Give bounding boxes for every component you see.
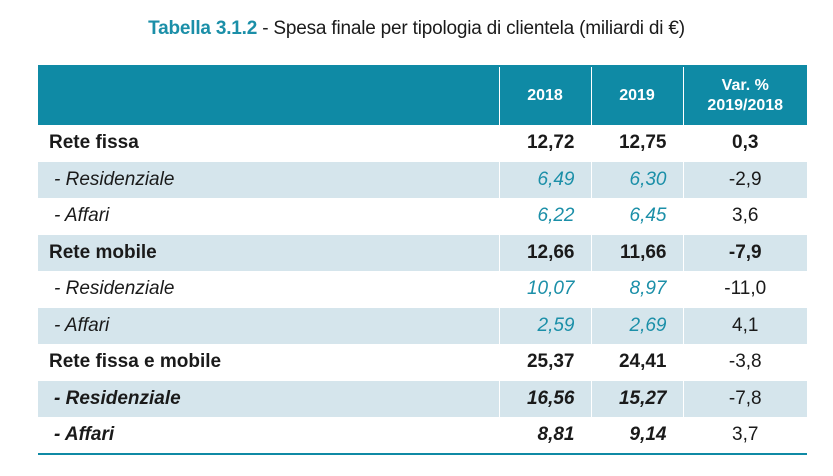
value-2018: 25,37 bbox=[499, 344, 592, 381]
row-label: - Affari bbox=[38, 198, 500, 235]
value-2018: 12,66 bbox=[499, 234, 592, 272]
table-caption: Tabella 3.1.2 - Spesa finale per tipolog… bbox=[0, 18, 833, 40]
table-row: Rete mobile 12,66 11,66 -7,9 bbox=[38, 234, 807, 272]
row-label: Rete fissa e mobile bbox=[38, 344, 500, 381]
header-var-line1: Var. % bbox=[721, 77, 769, 94]
value-var: -7,9 bbox=[683, 234, 807, 272]
value-var: 4,1 bbox=[683, 307, 807, 345]
table-row: - Affari 6,22 6,45 3,6 bbox=[38, 198, 807, 235]
value-2018: 16,56 bbox=[499, 380, 592, 418]
value-2019: 12,75 bbox=[591, 125, 684, 162]
row-label: - Affari bbox=[38, 417, 500, 455]
value-2019: 2,69 bbox=[591, 307, 684, 345]
header-row: 2018 2019 Var. % 2019/2018 bbox=[38, 65, 807, 125]
value-2019: 9,14 bbox=[591, 417, 684, 455]
value-var: -7,8 bbox=[683, 380, 807, 418]
table-number: Tabella 3.1.2 bbox=[148, 18, 258, 39]
value-var: 3,6 bbox=[683, 198, 807, 235]
header-2019: 2019 bbox=[591, 65, 684, 125]
row-label: - Residenziale bbox=[38, 380, 500, 418]
value-2018: 8,81 bbox=[499, 417, 592, 455]
value-2018: 12,72 bbox=[499, 125, 592, 162]
row-label: - Residenziale bbox=[38, 271, 500, 308]
row-label: - Residenziale bbox=[38, 161, 500, 199]
table-row: - Affari 2,59 2,69 4,1 bbox=[38, 307, 807, 345]
caption-separator: - bbox=[257, 18, 274, 39]
value-2019: 8,97 bbox=[591, 271, 684, 308]
table-row: Rete fissa 12,72 12,75 0,3 bbox=[38, 125, 807, 162]
table-row: - Residenziale 16,56 15,27 -7,8 bbox=[38, 380, 807, 418]
value-2018: 2,59 bbox=[499, 307, 592, 345]
header-var: Var. % 2019/2018 bbox=[683, 65, 807, 125]
value-2019: 15,27 bbox=[591, 380, 684, 418]
row-label: Rete mobile bbox=[38, 234, 500, 272]
value-2019: 6,30 bbox=[591, 161, 684, 199]
table-row: - Affari 8,81 9,14 3,7 bbox=[38, 417, 807, 455]
table-row: - Residenziale 10,07 8,97 -11,0 bbox=[38, 271, 807, 308]
caption-text: Spesa finale per tipologia di clientela … bbox=[273, 18, 685, 39]
header-label bbox=[38, 65, 500, 125]
value-var: 3,7 bbox=[683, 417, 807, 455]
value-2019: 24,41 bbox=[591, 344, 684, 381]
value-2018: 10,07 bbox=[499, 271, 592, 308]
table-row: - Residenziale 6,49 6,30 -2,9 bbox=[38, 161, 807, 199]
table-row: Rete fissa e mobile 25,37 24,41 -3,8 bbox=[38, 344, 807, 381]
value-var: -3,8 bbox=[683, 344, 807, 381]
value-var: 0,3 bbox=[683, 125, 807, 162]
row-label: - Affari bbox=[38, 307, 500, 345]
value-2018: 6,22 bbox=[499, 198, 592, 235]
spending-table: 2018 2019 Var. % 2019/2018 Rete fissa 12,… bbox=[38, 65, 807, 455]
value-2018: 6,49 bbox=[499, 161, 592, 199]
value-2019: 11,66 bbox=[591, 234, 684, 272]
row-label: Rete fissa bbox=[38, 125, 500, 162]
header-var-line2: 2019/2018 bbox=[707, 97, 784, 114]
header-2018: 2018 bbox=[499, 65, 592, 125]
value-var: -11,0 bbox=[683, 271, 807, 308]
value-var: -2,9 bbox=[683, 161, 807, 199]
value-2019: 6,45 bbox=[591, 198, 684, 235]
